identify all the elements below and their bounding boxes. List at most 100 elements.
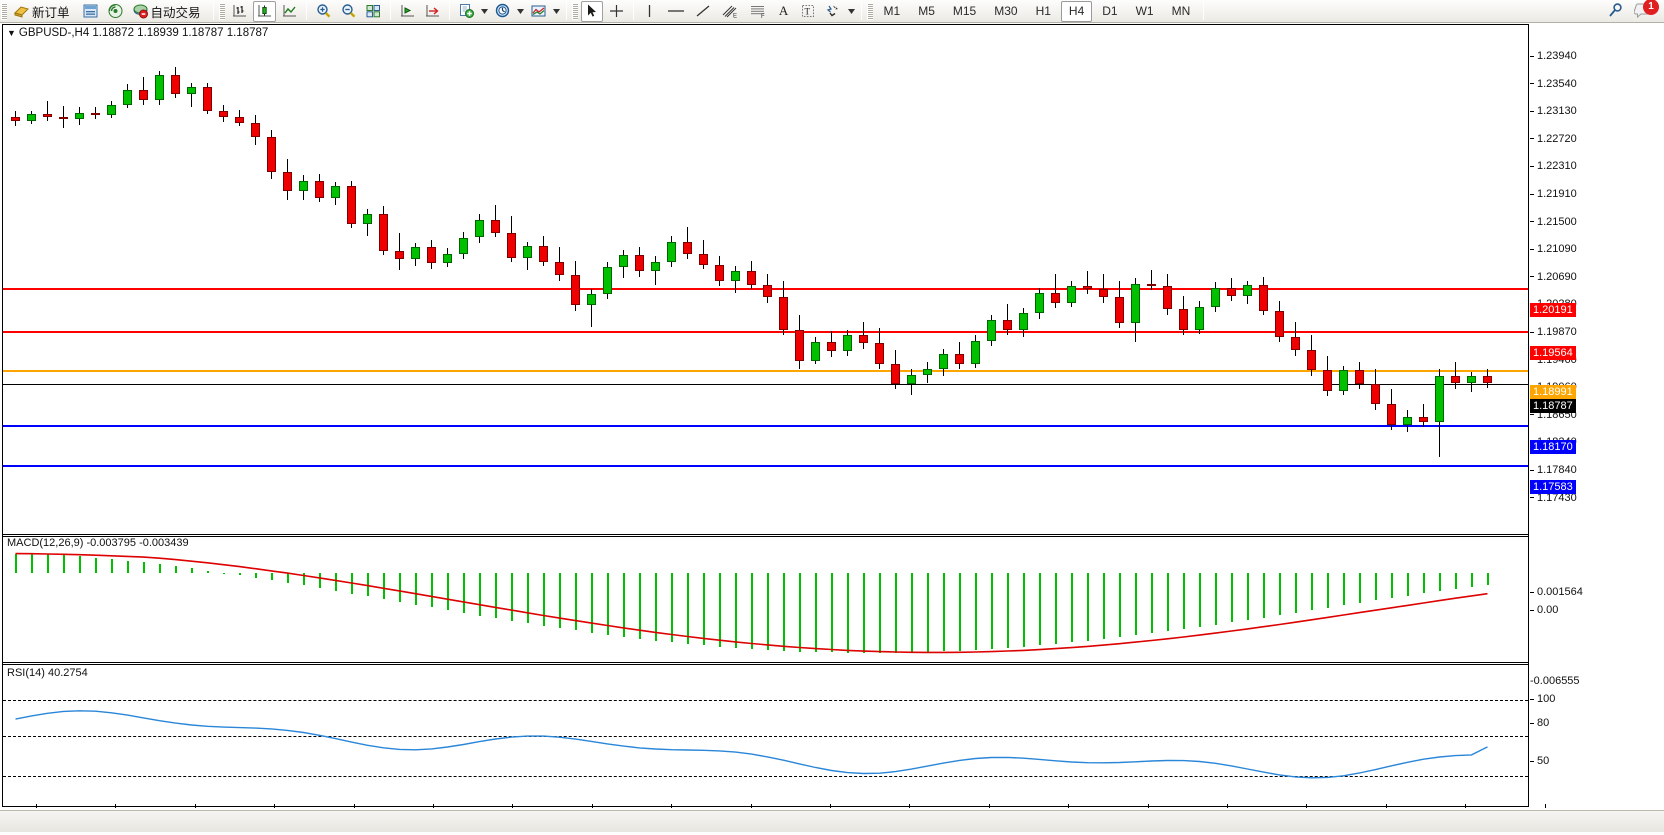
candlestick-chart-button[interactable] xyxy=(253,1,276,22)
search-icon[interactable] xyxy=(1603,1,1627,22)
price-tick-label: 1.20690 xyxy=(1530,272,1577,283)
indicators-button[interactable] xyxy=(527,1,550,22)
time-tickmark xyxy=(115,804,116,808)
text-tool-button[interactable]: A xyxy=(773,1,795,22)
time-tickmark xyxy=(1465,804,1466,808)
candle-body xyxy=(11,117,20,121)
price-level-tag: 1.17583 xyxy=(1530,480,1576,494)
new-order-button[interactable]: 新订单 xyxy=(10,1,77,22)
price-level-line[interactable] xyxy=(3,370,1528,372)
chart-plot-area[interactable]: ▼GBPUSD-,H4 1.18872 1.18939 1.18787 1.18… xyxy=(2,24,1529,807)
fibonacci-tool-button[interactable]: F xyxy=(745,1,771,22)
candle-body xyxy=(587,294,596,305)
bar-chart-button[interactable] xyxy=(228,1,251,22)
candle-body xyxy=(1339,370,1348,390)
candle-body xyxy=(1195,307,1204,330)
price-level-line[interactable] xyxy=(3,425,1528,427)
candle-body xyxy=(1275,311,1284,337)
time-tickmark xyxy=(354,804,355,808)
timeframe-button-m5[interactable]: M5 xyxy=(910,1,943,22)
price-level-line[interactable] xyxy=(3,331,1528,333)
toolbar-grip-4[interactable] xyxy=(867,3,873,20)
timeframe-button-m15[interactable]: M15 xyxy=(945,1,984,22)
price-level-line[interactable] xyxy=(3,384,1528,385)
time-tickmark xyxy=(1148,804,1149,808)
candle-body xyxy=(107,105,116,116)
text-label-tool-button[interactable]: T xyxy=(797,1,819,22)
new-chart-dropdown-arrow[interactable] xyxy=(479,1,490,21)
candle-body xyxy=(427,247,436,263)
market-watch-button[interactable] xyxy=(79,1,102,22)
horizontal-line-tool-button[interactable] xyxy=(663,1,689,22)
chart-shift-button[interactable] xyxy=(396,1,419,22)
macd-pane[interactable]: MACD(12,26,9) -0.003795 -0.003439 xyxy=(3,536,1528,660)
zoom-out-button[interactable] xyxy=(337,1,360,22)
timeframe-button-h4[interactable]: H4 xyxy=(1061,1,1092,22)
candle-body xyxy=(619,255,628,267)
new-chart-button[interactable] xyxy=(455,1,478,22)
rsi-pane[interactable]: RSI(14) 40.2754 xyxy=(3,666,1528,806)
candle-body xyxy=(171,75,180,93)
timeframe-button-w1[interactable]: W1 xyxy=(1128,1,1162,22)
candle-body xyxy=(379,214,388,251)
symbol-header: ▼GBPUSD-,H4 1.18872 1.18939 1.18787 1.18… xyxy=(7,27,268,39)
tile-windows-button[interactable] xyxy=(362,1,385,22)
trendline-tool-button[interactable] xyxy=(691,1,715,22)
line-chart-button[interactable] xyxy=(278,1,301,22)
pane-separator-macd xyxy=(3,534,1528,535)
candle-body xyxy=(155,75,164,100)
expert-advisor-button[interactable]: 自动交易 xyxy=(129,1,208,22)
price-tick-label: 1.21500 xyxy=(1530,217,1577,228)
zoom-in-button[interactable] xyxy=(312,1,335,22)
period-clock-button[interactable] xyxy=(491,1,514,22)
toolbar-grip-2[interactable] xyxy=(219,3,225,20)
vertical-line-tool-button[interactable] xyxy=(639,1,661,22)
timeframe-button-m1[interactable]: M1 xyxy=(876,1,909,22)
candle-body xyxy=(203,87,212,111)
objects-list-button[interactable] xyxy=(821,1,845,22)
candle-body xyxy=(1003,320,1012,329)
candle-body xyxy=(91,113,100,116)
candle-body xyxy=(747,271,756,285)
candle-body xyxy=(1099,289,1108,297)
candle-body xyxy=(1419,417,1428,422)
price-tick-label: 1.19870 xyxy=(1530,327,1577,338)
chart-window: ▼GBPUSD-,H4 1.18872 1.18939 1.18787 1.18… xyxy=(0,23,1664,832)
candle-body xyxy=(443,254,452,263)
candle-wick xyxy=(1055,274,1056,308)
time-tickmark xyxy=(1545,804,1546,808)
auto-scroll-button[interactable] xyxy=(421,1,444,22)
price-level-line[interactable] xyxy=(3,465,1528,467)
time-tickmark xyxy=(1306,804,1307,808)
collapse-caret-icon[interactable]: ▼ xyxy=(7,28,16,38)
rsi-line xyxy=(3,666,1528,806)
equidistant-channel-tool-button[interactable]: E xyxy=(717,1,743,22)
notifications-button[interactable]: 1 xyxy=(1634,1,1658,22)
timeframe-button-mn[interactable]: MN xyxy=(1164,1,1199,22)
time-tickmark xyxy=(1386,804,1387,808)
candle-body xyxy=(875,343,884,363)
time-tickmark xyxy=(1068,804,1069,808)
toolbar-separator-4 xyxy=(449,2,450,20)
candle-body xyxy=(299,181,308,192)
timeframe-button-d1[interactable]: D1 xyxy=(1094,1,1125,22)
timeframe-button-m30[interactable]: M30 xyxy=(986,1,1025,22)
toolbar-separator xyxy=(213,2,214,20)
timeframe-button-h1[interactable]: H1 xyxy=(1028,1,1059,22)
signal-broadcast-button[interactable] xyxy=(104,1,127,22)
candle-body xyxy=(1227,288,1236,296)
toolbar-grip-3[interactable] xyxy=(572,3,578,20)
price-pane[interactable]: ▼GBPUSD-,H4 1.18872 1.18939 1.18787 1.18… xyxy=(3,25,1528,534)
period-dropdown-arrow[interactable] xyxy=(515,1,526,21)
objects-dropdown-arrow[interactable] xyxy=(846,1,857,21)
candle-body xyxy=(283,172,292,191)
candle-body xyxy=(1115,297,1124,323)
crosshair-tool-button[interactable] xyxy=(605,1,628,22)
indicators-dropdown-arrow[interactable] xyxy=(551,1,562,21)
candle-body xyxy=(939,354,948,369)
candle-body xyxy=(987,320,996,340)
cursor-tool-button[interactable] xyxy=(581,1,603,22)
toolbar-grip[interactable] xyxy=(1,3,7,20)
candle-body xyxy=(811,342,820,361)
